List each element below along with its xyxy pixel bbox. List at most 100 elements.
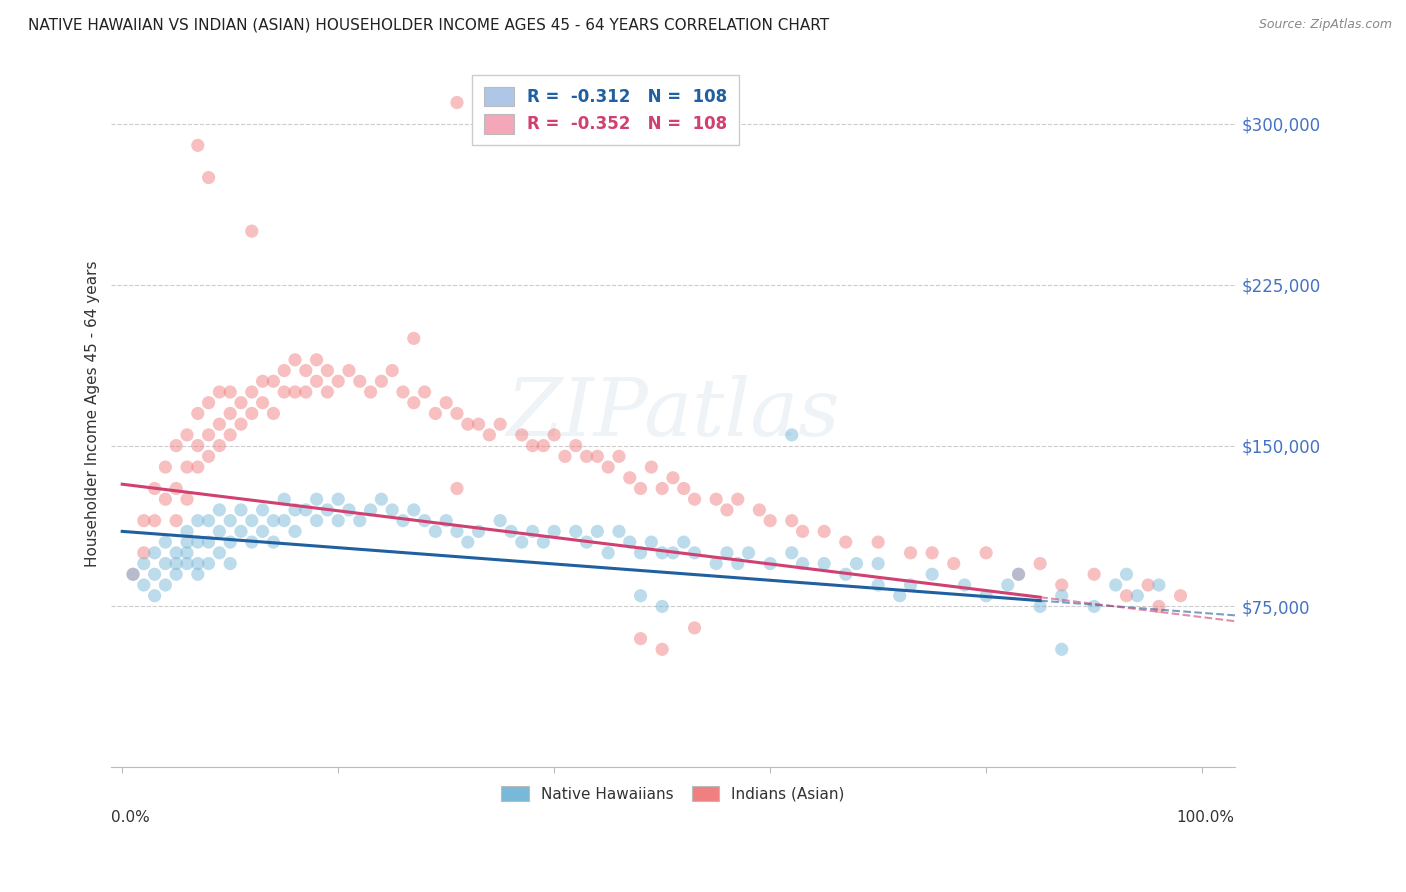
Point [727, 557, 749, 571]
Point [565, 439, 588, 453]
Point [942, 557, 965, 571]
Point [240, 514, 263, 528]
Point [143, 567, 166, 582]
Point [273, 363, 295, 377]
Point [294, 384, 316, 399]
Point [1115, 567, 1137, 582]
Point [1029, 599, 1052, 614]
Point [252, 395, 274, 409]
Point [381, 363, 404, 377]
Point [716, 546, 738, 560]
Point [575, 535, 598, 549]
Point [165, 557, 187, 571]
Point [402, 395, 425, 409]
Point [187, 514, 209, 528]
Point [683, 621, 706, 635]
Point [229, 417, 252, 432]
Point [630, 632, 652, 646]
Point [208, 503, 231, 517]
Point [531, 535, 554, 549]
Point [889, 589, 911, 603]
Point [434, 395, 457, 409]
Point [672, 482, 695, 496]
Point [974, 589, 997, 603]
Point [252, 524, 274, 539]
Point [457, 417, 479, 432]
Point [510, 535, 533, 549]
Point [219, 535, 242, 549]
Point [446, 406, 468, 420]
Point [316, 363, 339, 377]
Point [187, 535, 209, 549]
Point [630, 589, 652, 603]
Point [619, 535, 641, 549]
Point [262, 535, 284, 549]
Point [197, 428, 219, 442]
Point [813, 524, 835, 539]
Point [1126, 589, 1149, 603]
Point [607, 450, 630, 464]
Legend: Native Hawaiians, Indians (Asian): Native Hawaiians, Indians (Asian) [494, 778, 852, 809]
Point [727, 492, 749, 507]
Point [370, 492, 392, 507]
Point [1115, 589, 1137, 603]
Point [305, 374, 328, 388]
Point [651, 642, 673, 657]
Point [683, 492, 706, 507]
Point [122, 567, 145, 582]
Point [845, 557, 868, 571]
Point [737, 546, 759, 560]
Point [155, 460, 177, 475]
Point [1105, 578, 1128, 592]
Point [392, 384, 415, 399]
Point [531, 439, 554, 453]
Point [868, 535, 890, 549]
Point [252, 374, 274, 388]
Point [997, 578, 1019, 592]
Point [240, 406, 263, 420]
Point [187, 406, 209, 420]
Point [165, 567, 187, 582]
Point [1083, 567, 1105, 582]
Point [132, 514, 155, 528]
Point [759, 557, 782, 571]
Point [489, 417, 512, 432]
Point [284, 352, 307, 367]
Text: NATIVE HAWAIIAN VS INDIAN (ASIAN) HOUSEHOLDER INCOME AGES 45 - 64 YEARS CORRELAT: NATIVE HAWAIIAN VS INDIAN (ASIAN) HOUSEH… [28, 18, 830, 33]
Point [132, 546, 155, 560]
Point [370, 374, 392, 388]
Point [651, 482, 673, 496]
Text: 0.0%: 0.0% [111, 810, 150, 825]
Point [640, 460, 662, 475]
Point [575, 450, 598, 464]
Point [316, 503, 339, 517]
Point [835, 535, 858, 549]
Point [543, 428, 565, 442]
Point [489, 514, 512, 528]
Point [328, 514, 350, 528]
Point [360, 503, 382, 517]
Point [229, 395, 252, 409]
Point [165, 482, 187, 496]
Point [467, 417, 489, 432]
Point [143, 482, 166, 496]
Point [305, 352, 328, 367]
Point [219, 406, 242, 420]
Point [402, 503, 425, 517]
Point [187, 557, 209, 571]
Point [273, 514, 295, 528]
Point [208, 439, 231, 453]
Point [489, 10, 512, 24]
Point [1147, 599, 1170, 614]
Point [316, 384, 339, 399]
Text: Source: ZipAtlas.com: Source: ZipAtlas.com [1258, 18, 1392, 31]
Point [683, 546, 706, 560]
Point [780, 514, 803, 528]
Point [132, 557, 155, 571]
Point [187, 439, 209, 453]
Point [262, 406, 284, 420]
Point [294, 503, 316, 517]
Point [413, 384, 436, 399]
Point [1007, 567, 1029, 582]
Point [197, 170, 219, 185]
